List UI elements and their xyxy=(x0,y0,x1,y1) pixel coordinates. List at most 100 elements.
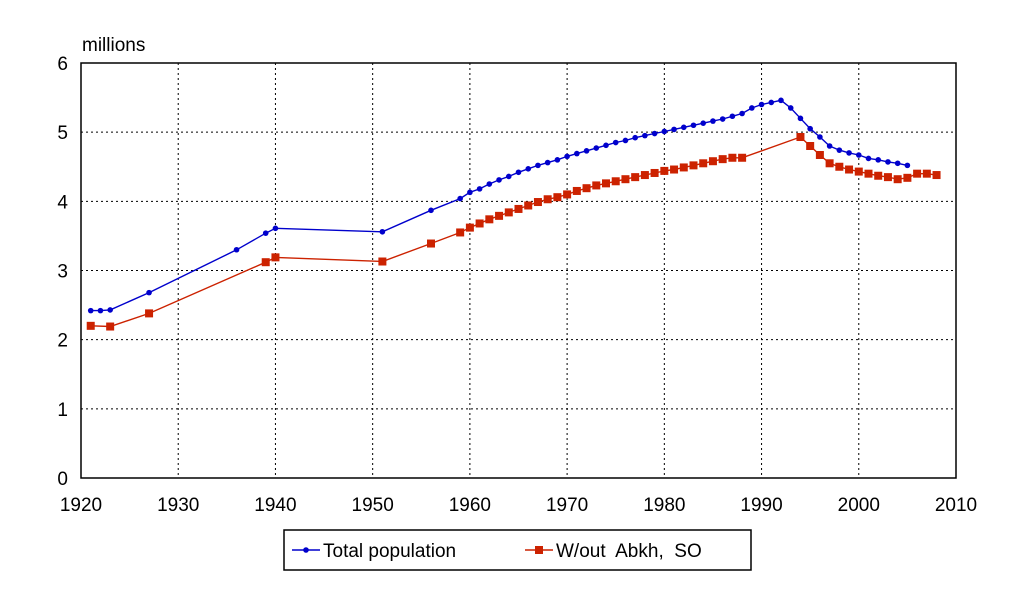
data-point xyxy=(593,145,600,151)
data-point xyxy=(835,162,844,171)
data-point xyxy=(456,228,465,237)
legend-label: W/out Abkh, SO xyxy=(556,541,702,562)
data-point xyxy=(564,153,570,160)
data-point xyxy=(689,161,698,170)
data-point xyxy=(553,193,562,202)
data-point xyxy=(817,134,823,140)
data-point xyxy=(272,225,279,232)
data-point xyxy=(699,159,708,168)
data-point xyxy=(261,258,270,267)
data-point xyxy=(893,175,902,184)
data-point xyxy=(543,195,552,204)
data-point xyxy=(864,169,873,178)
data-point xyxy=(904,162,911,169)
legend-box xyxy=(283,529,752,571)
data-point xyxy=(106,322,115,331)
data-point xyxy=(107,307,113,313)
grid xyxy=(81,63,956,478)
data-point xyxy=(572,186,581,195)
data-point xyxy=(505,173,512,180)
data-point xyxy=(611,177,620,186)
y-axis-label: millions xyxy=(82,35,145,56)
x-tick-label: 1920 xyxy=(60,495,102,516)
data-point xyxy=(602,179,610,188)
data-point xyxy=(671,126,677,133)
data-point xyxy=(97,307,104,314)
data-point xyxy=(535,162,541,169)
data-point xyxy=(738,153,747,162)
data-point xyxy=(632,134,638,141)
data-point xyxy=(650,168,659,177)
data-point xyxy=(728,153,737,162)
data-point xyxy=(729,113,736,120)
x-tick-label: 2000 xyxy=(838,495,880,516)
data-point xyxy=(563,190,572,199)
data-point xyxy=(903,173,912,182)
data-point xyxy=(427,239,435,248)
data-point xyxy=(739,110,745,117)
data-point xyxy=(525,166,532,172)
data-point xyxy=(797,115,804,122)
data-point xyxy=(465,223,474,232)
data-point xyxy=(778,97,784,104)
legend-marker xyxy=(535,546,543,554)
y-tick-label: 1 xyxy=(57,400,68,421)
data-point xyxy=(855,152,862,158)
x-tick-label: 1970 xyxy=(546,495,588,516)
data-point xyxy=(146,289,152,296)
legend-marker xyxy=(303,547,309,553)
data-point xyxy=(87,307,94,314)
data-point xyxy=(233,246,240,253)
data-point xyxy=(86,321,95,330)
data-point xyxy=(378,257,387,266)
data-point xyxy=(495,211,504,220)
data-point xyxy=(621,175,630,184)
legend: Total population W/out Abkh, SO xyxy=(283,529,752,571)
data-point xyxy=(885,159,891,165)
data-point xyxy=(515,169,522,176)
data-point xyxy=(612,139,619,146)
data-point xyxy=(271,253,280,262)
data-point xyxy=(708,157,717,166)
data-point xyxy=(583,148,590,154)
x-tick-label: 1930 xyxy=(157,495,199,516)
data-point xyxy=(660,166,669,175)
tick-labels: 1920 1930 1940 1950 1960 1970 1980 1990 2000 2010… xyxy=(57,54,977,516)
data-point xyxy=(514,204,523,213)
data-point xyxy=(622,137,629,144)
data-point xyxy=(476,186,483,192)
data-point xyxy=(854,167,863,176)
data-point xyxy=(922,169,931,178)
data-point xyxy=(690,122,697,129)
data-point xyxy=(894,160,901,167)
data-point xyxy=(836,147,843,153)
x-tick-label: 1950 xyxy=(352,495,394,516)
data-point xyxy=(865,155,872,162)
data-point xyxy=(475,219,484,228)
data-point xyxy=(651,130,658,137)
y-tick-label: 6 xyxy=(57,54,68,75)
data-point xyxy=(457,195,463,202)
data-point xyxy=(524,201,533,210)
data-point xyxy=(806,142,815,150)
y-tick-label: 0 xyxy=(57,469,68,490)
data-point xyxy=(913,169,922,178)
data-point xyxy=(825,159,834,168)
data-point xyxy=(710,118,716,124)
data-point xyxy=(874,171,883,180)
legend-item-2: W/out Abkh, SO xyxy=(525,541,702,562)
data-point xyxy=(875,157,882,163)
legend-item-1: Total population xyxy=(292,541,456,562)
data-point xyxy=(807,125,813,132)
data-point xyxy=(554,157,561,163)
series-group xyxy=(86,97,941,331)
data-point xyxy=(642,132,648,139)
y-tick-label: 3 xyxy=(57,262,68,283)
x-tick-label: 1940 xyxy=(254,495,296,516)
data-point xyxy=(826,143,833,149)
data-point xyxy=(758,101,765,108)
data-point xyxy=(145,309,154,318)
data-point xyxy=(679,163,688,172)
data-point xyxy=(631,173,640,182)
